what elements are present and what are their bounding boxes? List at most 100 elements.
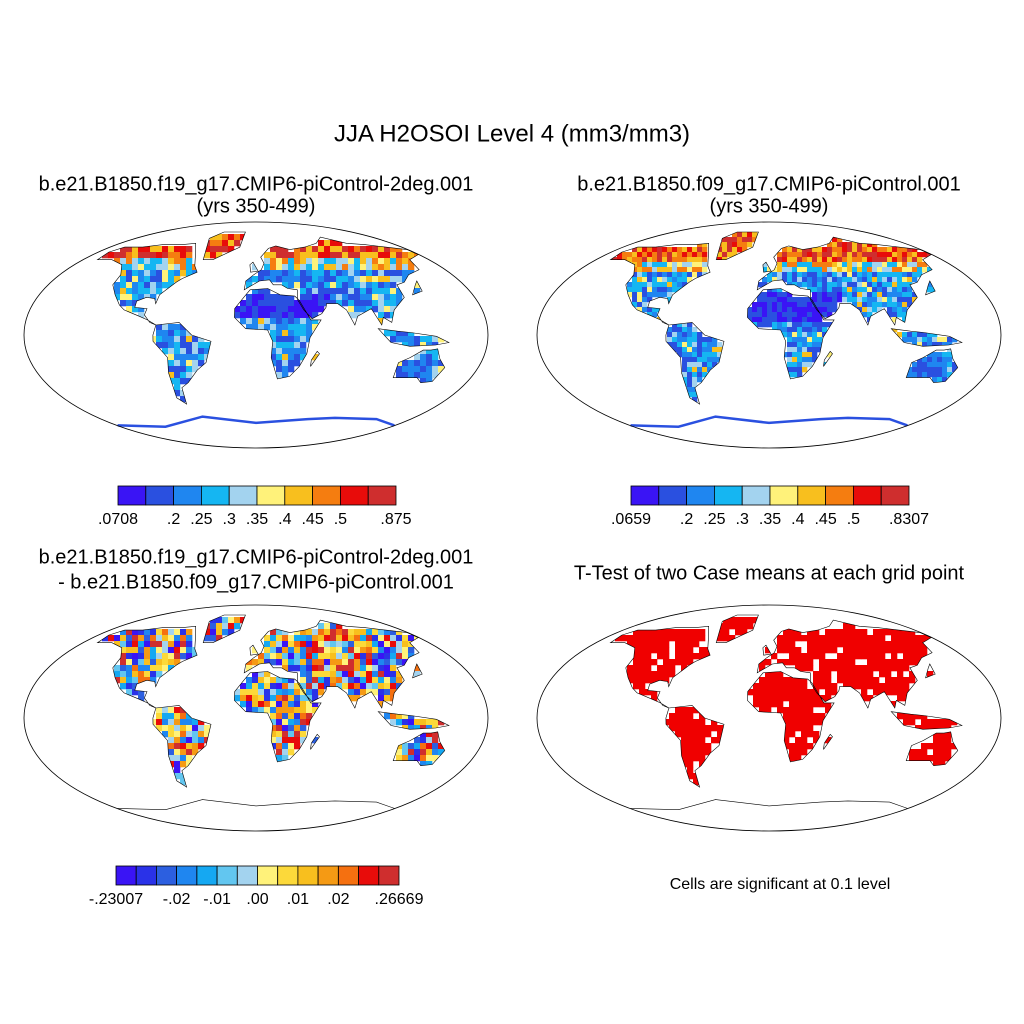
grid-cell xyxy=(903,659,910,666)
grid-cell xyxy=(877,267,883,273)
grid-cell xyxy=(702,367,708,373)
grid-cell xyxy=(276,372,283,379)
grid-cell xyxy=(240,689,247,696)
grid-cell xyxy=(372,264,379,271)
grid-cell xyxy=(288,749,295,756)
grid-cell xyxy=(795,665,802,672)
grid-cell xyxy=(885,659,892,666)
grid-cell xyxy=(174,264,181,271)
grid-cell xyxy=(120,647,127,654)
grid-cell xyxy=(672,277,678,283)
grid-cell xyxy=(777,641,784,648)
grid-cell xyxy=(855,665,862,672)
grid-cell xyxy=(432,354,439,361)
grid-cell xyxy=(174,755,181,762)
grid-cell xyxy=(330,252,337,259)
grid-cell xyxy=(667,267,673,273)
grid-cell xyxy=(192,342,199,349)
grid-cell xyxy=(782,267,788,273)
grid-cell xyxy=(132,252,139,259)
grid-cell xyxy=(897,272,903,278)
grid-cell xyxy=(692,362,698,368)
grid-cell xyxy=(837,277,843,283)
grid-cell xyxy=(282,629,289,636)
grid-cell xyxy=(126,246,133,253)
grid-cell xyxy=(862,247,868,253)
grid-cell xyxy=(282,360,289,367)
grid-cell xyxy=(414,360,421,367)
grid-cell xyxy=(144,276,151,283)
grid-cell xyxy=(210,629,217,636)
grid-cell xyxy=(795,743,802,750)
grid-cell xyxy=(672,262,678,268)
grid-cell xyxy=(144,641,151,648)
grid-cell xyxy=(792,257,798,263)
grid-cell xyxy=(877,247,883,253)
grid-cell xyxy=(622,252,628,258)
grid-cell xyxy=(366,689,373,696)
grid-cell xyxy=(204,635,211,642)
grid-cell xyxy=(801,695,808,702)
grid-cell xyxy=(288,294,295,301)
grid-cell xyxy=(639,635,646,642)
grid-cell xyxy=(162,725,169,732)
grid-cell xyxy=(837,272,843,278)
grid-cell xyxy=(390,659,397,666)
grid-cell xyxy=(817,262,823,268)
grid-cell xyxy=(907,302,913,308)
grid-cell xyxy=(420,737,427,744)
grid-cell xyxy=(372,683,379,690)
grid-cell xyxy=(877,282,883,288)
grid-cell xyxy=(807,731,814,738)
grid-cell xyxy=(817,297,823,303)
grid-cell xyxy=(384,629,391,636)
grid-cell xyxy=(939,749,946,756)
grid-cell xyxy=(637,292,643,298)
grid-cell xyxy=(637,287,643,293)
grid-cell xyxy=(282,252,289,259)
grid-cell xyxy=(294,324,301,331)
grid-cell xyxy=(276,360,283,367)
grid-cell xyxy=(180,629,187,636)
grid-cell xyxy=(647,307,653,313)
grid-cell xyxy=(414,288,421,295)
grid-cell xyxy=(772,277,778,283)
grid-cell xyxy=(822,292,828,298)
grid-cell xyxy=(186,725,193,732)
grid-cell xyxy=(792,317,798,323)
grid-cell xyxy=(825,635,832,642)
grid-cell xyxy=(855,635,862,642)
grid-cell xyxy=(168,246,175,253)
grid-cell xyxy=(637,272,643,278)
grid-cell xyxy=(907,247,913,253)
grid-cell xyxy=(792,312,798,318)
grid-cell xyxy=(632,297,638,303)
grid-cell xyxy=(782,247,788,253)
grid-cell xyxy=(162,276,169,283)
grid-cell xyxy=(324,665,331,672)
grid-cell xyxy=(825,689,832,696)
grid-cell xyxy=(402,252,409,259)
grid-cell xyxy=(186,264,193,271)
grid-cell xyxy=(827,297,833,303)
grid-cell xyxy=(168,360,175,367)
grid-cell xyxy=(168,324,175,331)
grid-cell xyxy=(877,272,883,278)
grid-cell xyxy=(677,272,683,278)
grid-cell xyxy=(909,713,916,720)
grid-cell xyxy=(822,287,828,293)
grid-cell xyxy=(797,267,803,273)
grid-cell xyxy=(952,367,958,373)
grid-cell xyxy=(787,372,793,378)
grid-cell xyxy=(697,257,703,263)
grid-cell xyxy=(186,330,193,337)
grid-cell xyxy=(318,629,325,636)
colorbar-label: -.01 xyxy=(203,891,231,908)
grid-cell xyxy=(384,312,391,319)
grid-cell xyxy=(342,258,349,265)
grid-cell xyxy=(360,629,367,636)
grid-cell xyxy=(264,324,271,331)
grid-cell xyxy=(126,276,133,283)
grid-cell xyxy=(198,348,205,355)
grid-cell xyxy=(789,743,796,750)
